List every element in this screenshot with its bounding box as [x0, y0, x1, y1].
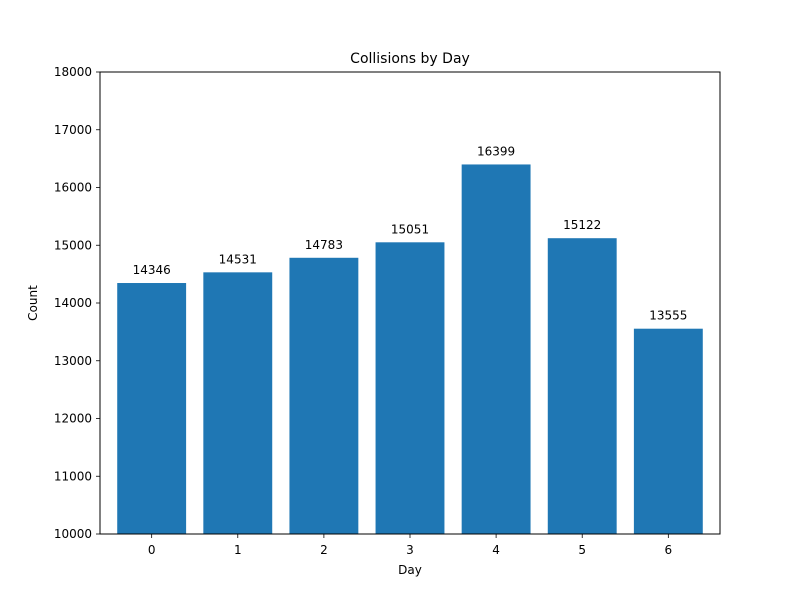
x-axis: 0 1 2 3 4 5 6 — [148, 534, 672, 557]
data-label-day-4: 16399 — [477, 144, 515, 158]
y-tick-label: 11000 — [54, 469, 92, 483]
y-tick-label: 17000 — [54, 123, 92, 137]
y-axis: 10000 11000 12000 13000 14000 15000 16000 17000… — [54, 65, 100, 541]
x-tick-label: 5 — [578, 543, 586, 557]
x-tick-label: 1 — [234, 543, 242, 557]
x-tick-label: 4 — [492, 543, 500, 557]
data-label-day-0: 14346 — [133, 263, 171, 277]
data-label-day-5: 15122 — [563, 218, 601, 232]
data-label-day-2: 14783 — [305, 238, 343, 252]
data-label-day-6: 13555 — [649, 309, 687, 323]
bar-day-0 — [117, 283, 187, 534]
y-tick-label: 13000 — [54, 354, 92, 368]
x-axis-label: Day — [398, 563, 422, 577]
bar-day-6 — [633, 328, 703, 534]
chart-title: Collisions by Day — [350, 51, 470, 67]
y-tick-label: 12000 — [54, 412, 92, 426]
x-tick-label: 0 — [148, 543, 156, 557]
x-tick-label: 6 — [665, 543, 673, 557]
data-labels-group: 14346 14531 14783 15051 16399 15122 13555 — [133, 144, 688, 322]
x-tick-label: 3 — [406, 543, 414, 557]
y-tick-label: 18000 — [54, 65, 92, 79]
bar-day-4 — [461, 164, 531, 534]
bar-day-1 — [203, 272, 273, 534]
bar-day-3 — [375, 242, 445, 534]
data-label-day-1: 14531 — [219, 252, 257, 266]
bars-group — [117, 164, 703, 534]
data-label-day-3: 15051 — [391, 222, 429, 236]
y-tick-label: 15000 — [54, 238, 92, 252]
bar-day-5 — [547, 238, 617, 534]
bar-day-2 — [289, 257, 359, 534]
y-tick-label: 14000 — [54, 296, 92, 310]
y-tick-label: 10000 — [54, 527, 92, 541]
y-tick-label: 16000 — [54, 181, 92, 195]
x-tick-label: 2 — [320, 543, 328, 557]
y-axis-label: Count — [26, 285, 40, 321]
